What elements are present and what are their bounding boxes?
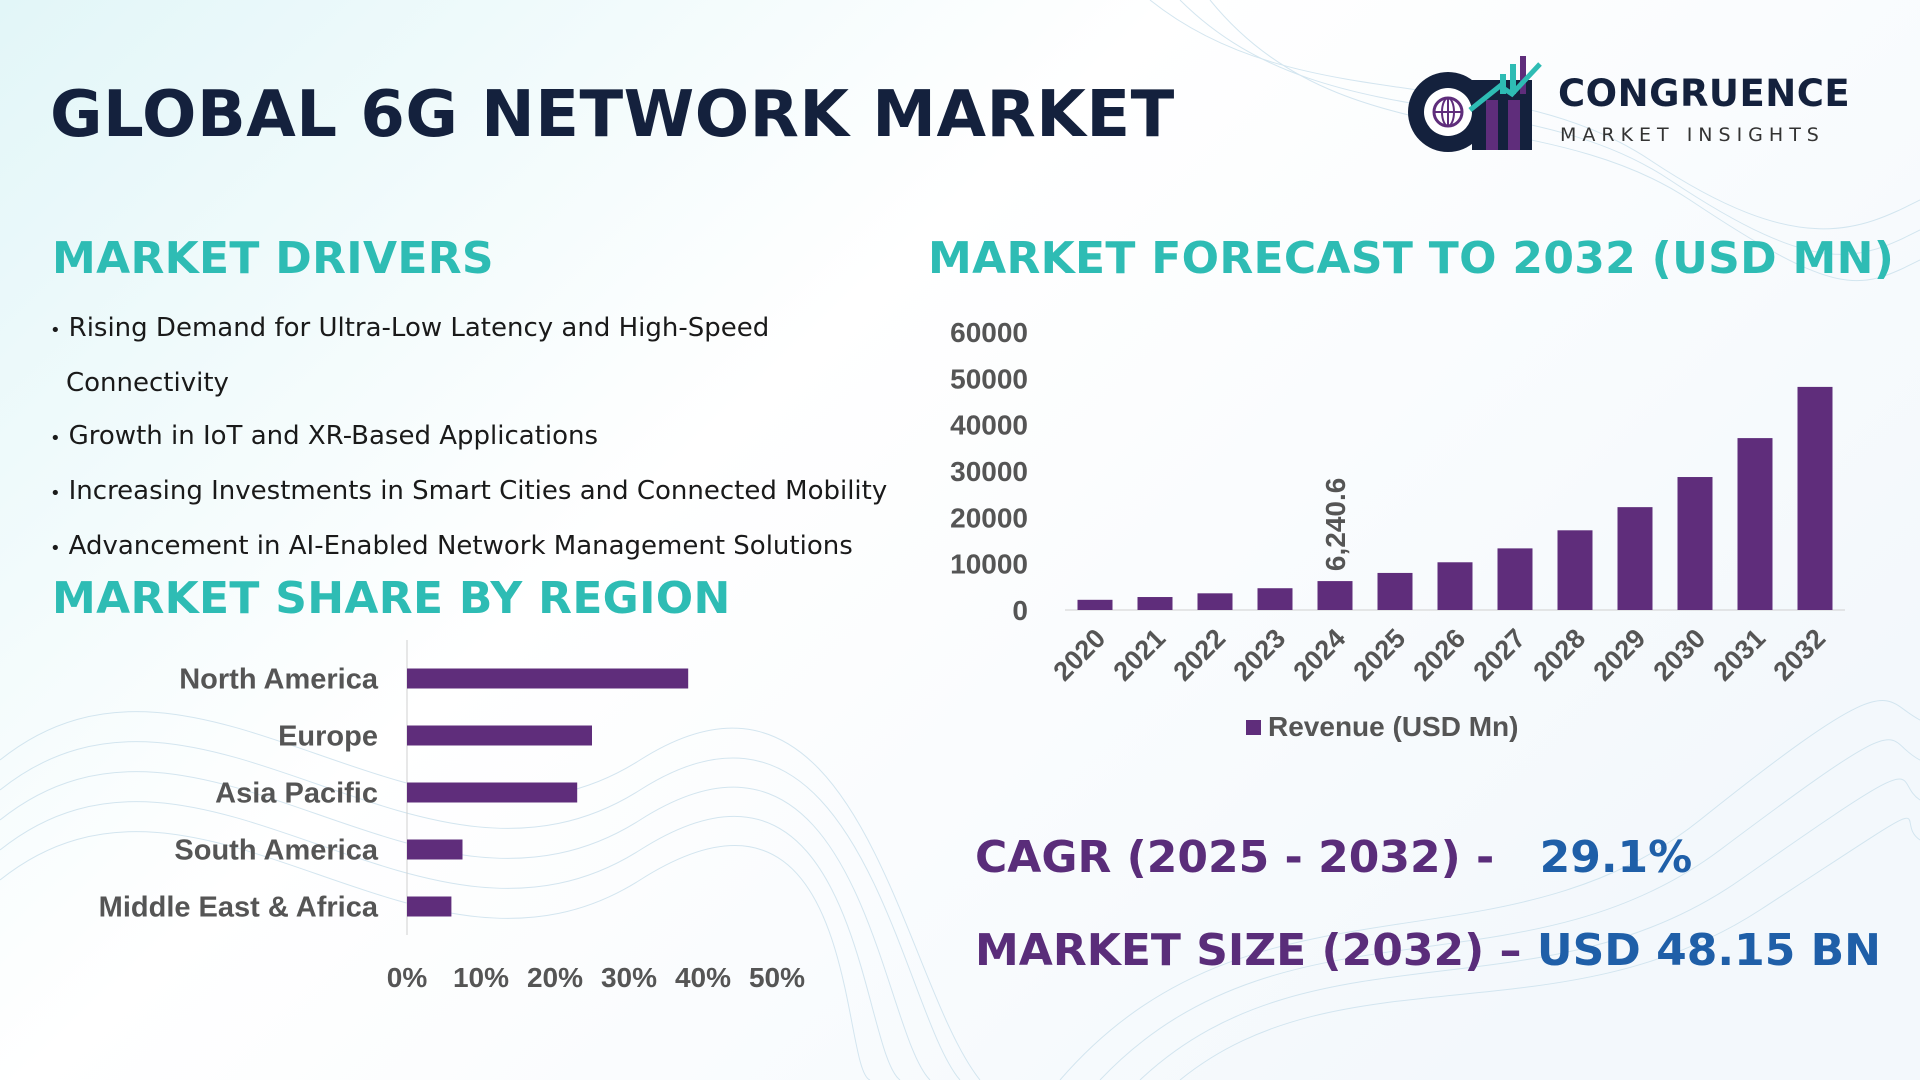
bar-2021 — [1137, 597, 1173, 610]
bar-asia-pacific — [407, 782, 578, 803]
legend-label: Revenue (USD Mn) — [1268, 711, 1518, 742]
x-tick-label: 2023 — [1228, 623, 1292, 687]
cagr-stat: CAGR (2025 - 2032) - 29.1% — [975, 832, 1692, 883]
forecast-heading: MARKET FORECAST TO 2032 (USD MN) — [928, 233, 1895, 284]
x-tick-label: 2022 — [1168, 623, 1232, 687]
bar-2030 — [1677, 477, 1713, 610]
x-tick-label: 2030 — [1648, 623, 1712, 687]
forecast-chart: 0100002000030000400005000060000202020212… — [950, 317, 1845, 742]
category-label: North America — [179, 664, 379, 696]
x-tick-label: 2032 — [1768, 623, 1832, 687]
x-tick-label: 2025 — [1348, 623, 1412, 687]
region-share-chart: North America Europe Asia Pacific South Ame… — [99, 640, 805, 993]
driver-item: • Increasing Investments in Smart Cities … — [50, 476, 888, 506]
x-tick-label: 50% — [749, 962, 805, 993]
category-label: Europe — [278, 721, 378, 753]
cagr-value: 29.1% — [1539, 832, 1693, 883]
bar-south-america — [407, 839, 463, 860]
bar-2026 — [1437, 562, 1473, 610]
x-tick-label: 2020 — [1048, 623, 1112, 687]
market-size-value: USD 48.15 BN — [1536, 925, 1881, 976]
driver-item: • Rising Demand for Ultra-Low Latency and… — [50, 313, 770, 398]
bar-2029 — [1617, 507, 1653, 610]
category-label: South America — [174, 835, 378, 867]
x-tick-label: 2031 — [1708, 623, 1772, 687]
bar-north-america — [407, 668, 689, 689]
x-tick-label: 0% — [387, 962, 428, 993]
cagr-label: CAGR (2025 - 2032) - — [975, 832, 1495, 883]
driver-item: • Advancement in AI-Enabled Network Manag… — [50, 531, 853, 561]
page-title: GLOBAL 6G NETWORK MARKET — [50, 78, 1175, 152]
y-tick-label: 30000 — [950, 456, 1028, 487]
y-tick-label: 60000 — [950, 317, 1028, 348]
region-heading: MARKET SHARE BY REGION — [52, 573, 731, 624]
driver-item: • Growth in IoT and XR-Based Applications — [50, 421, 599, 451]
y-tick-label: 20000 — [950, 502, 1028, 533]
bar-2024 — [1317, 581, 1353, 610]
x-tick-label: 2024 — [1288, 623, 1352, 687]
drivers-list: • Rising Demand for Ultra-Low Latency and… — [50, 302, 910, 575]
x-tick-label: 2026 — [1408, 623, 1472, 687]
bar-2022 — [1197, 593, 1233, 610]
drivers-heading: MARKET DRIVERS — [52, 233, 494, 284]
category-label: Middle East & Africa — [99, 892, 379, 924]
bar-2031 — [1737, 438, 1773, 610]
bar-2023 — [1257, 588, 1293, 610]
bar-2025 — [1377, 572, 1413, 610]
brand-logo: CONGRUENCE MARKET INSIGHTS — [1400, 50, 1880, 160]
bar-2027 — [1497, 548, 1533, 610]
x-tick-label: 2028 — [1528, 623, 1592, 687]
x-tick-label: 30% — [601, 962, 657, 993]
x-tick-label: 2027 — [1468, 623, 1532, 687]
x-tick-label: 2021 — [1108, 623, 1172, 687]
data-label: 6,240.6 — [1320, 478, 1351, 571]
logo-mark-icon — [1408, 56, 1542, 152]
market-size-stat: MARKET SIZE (2032) – USD 48.15 BN — [975, 925, 1881, 976]
logo-tagline: MARKET INSIGHTS — [1560, 124, 1825, 146]
bar-2028 — [1557, 530, 1593, 610]
category-label: Asia Pacific — [215, 778, 378, 810]
x-tick-label: 20% — [527, 962, 583, 993]
legend-swatch — [1246, 720, 1261, 735]
bar-2032 — [1797, 386, 1833, 610]
market-size-label: MARKET SIZE (2032) – — [975, 925, 1522, 976]
y-tick-label: 50000 — [950, 363, 1028, 394]
y-tick-label: 10000 — [950, 549, 1028, 580]
bar-middle-east-africa — [407, 896, 452, 917]
x-tick-label: 40% — [675, 962, 731, 993]
bar-2020 — [1077, 599, 1113, 610]
bar-europe — [407, 725, 592, 746]
logo-name: CONGRUENCE — [1558, 72, 1851, 115]
y-tick-label: 40000 — [950, 410, 1028, 441]
y-tick-label: 0 — [1012, 595, 1028, 626]
x-tick-label: 2029 — [1588, 623, 1652, 687]
x-tick-label: 10% — [453, 962, 509, 993]
